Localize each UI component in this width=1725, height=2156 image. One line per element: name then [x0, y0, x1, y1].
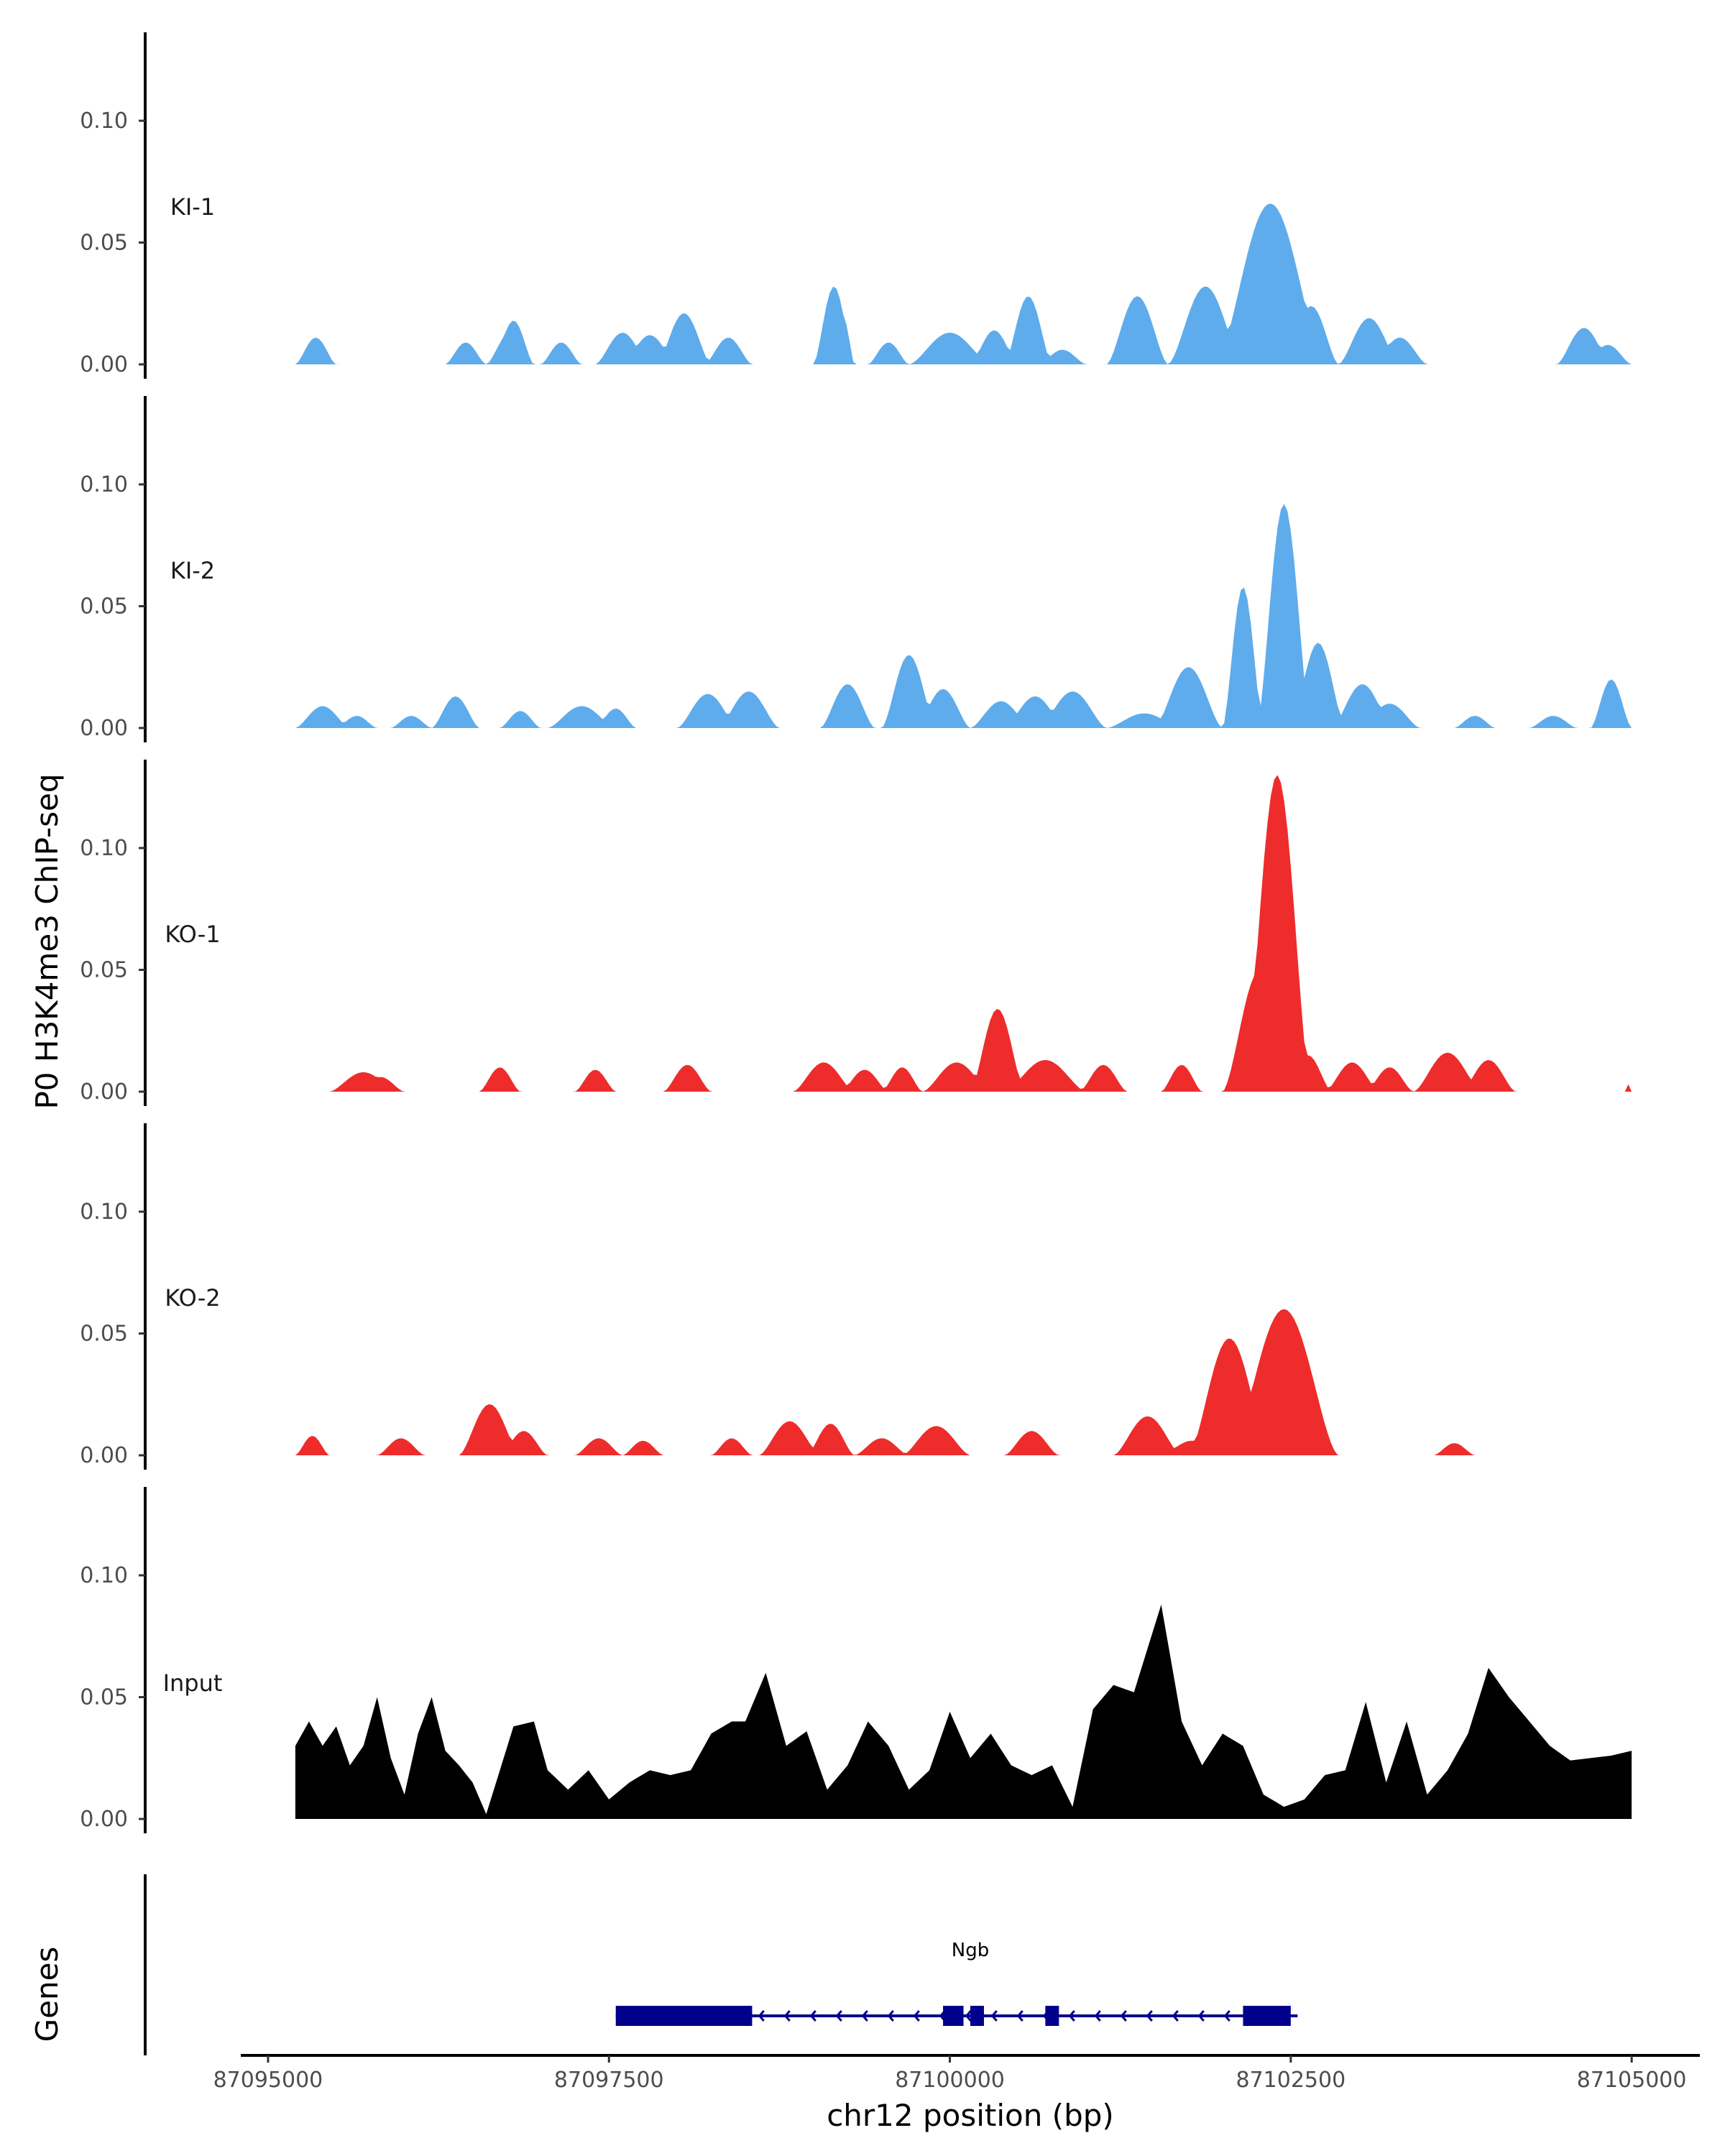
track-label: KO-1 [165, 921, 220, 948]
strand-arrow [783, 2010, 791, 2022]
y-tick-label: 0.00 [80, 1807, 128, 1832]
y-tick-label: 0.10 [80, 472, 128, 497]
track-ki-1: 0.00 0.05 0.10 KI-1 [80, 32, 1632, 379]
track-input: 0.00 0.05 0.10 Input [80, 1487, 1632, 1833]
y-tick-label: 0.05 [80, 594, 128, 619]
gene-label: Ngb [952, 1940, 989, 1961]
signal-area-ki-1 [295, 203, 1632, 364]
strand-arrow [809, 2010, 816, 2022]
y-tick-label: 0.00 [80, 1079, 128, 1105]
x-tick-label: 87097500 [554, 2068, 664, 2093]
x-tick-label: 87095000 [213, 2068, 323, 2093]
strand-arrow [835, 2010, 842, 2022]
y-tick-label: 0.10 [80, 1199, 128, 1225]
y-tick-label: 0.10 [80, 836, 128, 861]
genes-axis-title: Genes [29, 1947, 65, 2042]
gene-exon [1045, 2006, 1059, 2026]
y-axis-title-group: P0 H3K4me3 ChIP-seq [29, 773, 65, 1109]
signal-area-input [295, 1604, 1632, 1819]
signal-area-ko-2 [295, 1309, 1632, 1455]
strand-arrow [913, 2010, 920, 2022]
gene-exon [943, 2006, 964, 2026]
track-label: KI-2 [170, 557, 215, 584]
strand-arrow [1120, 2010, 1127, 2022]
y-tick-label: 0.10 [80, 1563, 128, 1588]
track-label: KO-2 [165, 1284, 220, 1312]
x-axis-title: chr12 position (bp) [827, 2098, 1114, 2133]
strand-arrow [887, 2010, 894, 2022]
y-axis-title: P0 H3K4me3 ChIP-seq [29, 773, 65, 1109]
gene-exon [1243, 2006, 1291, 2026]
strand-arrow [1172, 2010, 1179, 2022]
signal-area-ko-1 [295, 775, 1632, 1092]
y-tick-label: 0.00 [80, 352, 128, 377]
track-label: Input [163, 1669, 223, 1697]
strand-arrow [758, 2010, 765, 2022]
strand-arrow [1068, 2010, 1075, 2022]
track-ki-2: 0.00 0.05 0.10 KI-2 [80, 396, 1632, 742]
y-tick-label: 0.05 [80, 1685, 128, 1710]
gene-exon [970, 2006, 984, 2026]
y-tick-label: 0.00 [80, 716, 128, 741]
signal-area-ki-2 [295, 504, 1632, 728]
y-tick-label: 0.05 [80, 958, 128, 983]
strand-arrow [1197, 2010, 1205, 2022]
y-tick-label: 0.05 [80, 231, 128, 256]
track-ko-2: 0.00 0.05 0.10 KO-2 [80, 1123, 1632, 1470]
strand-arrow [1094, 2010, 1101, 2022]
x-tick-label: 87102500 [1236, 2068, 1346, 2093]
strand-arrow [1223, 2010, 1230, 2022]
gene-model [615, 2006, 1298, 2026]
strand-arrow [861, 2010, 868, 2022]
y-tick-label: 0.10 [80, 109, 128, 134]
strand-arrow [1016, 2010, 1024, 2022]
track-label: KI-1 [170, 193, 215, 221]
x-tick-label: 87100000 [895, 2068, 1005, 2093]
gene-exon [615, 2006, 753, 2026]
strand-arrow [1146, 2010, 1153, 2022]
y-tick-label: 0.05 [80, 1322, 128, 1347]
track-ko-1: 0.00 0.05 0.10 KO-1 [80, 760, 1632, 1106]
strand-arrow [965, 2010, 972, 2022]
y-tick-label: 0.00 [80, 1443, 128, 1468]
strand-arrow [990, 2010, 998, 2022]
x-tick-label: 87105000 [1577, 2068, 1687, 2093]
